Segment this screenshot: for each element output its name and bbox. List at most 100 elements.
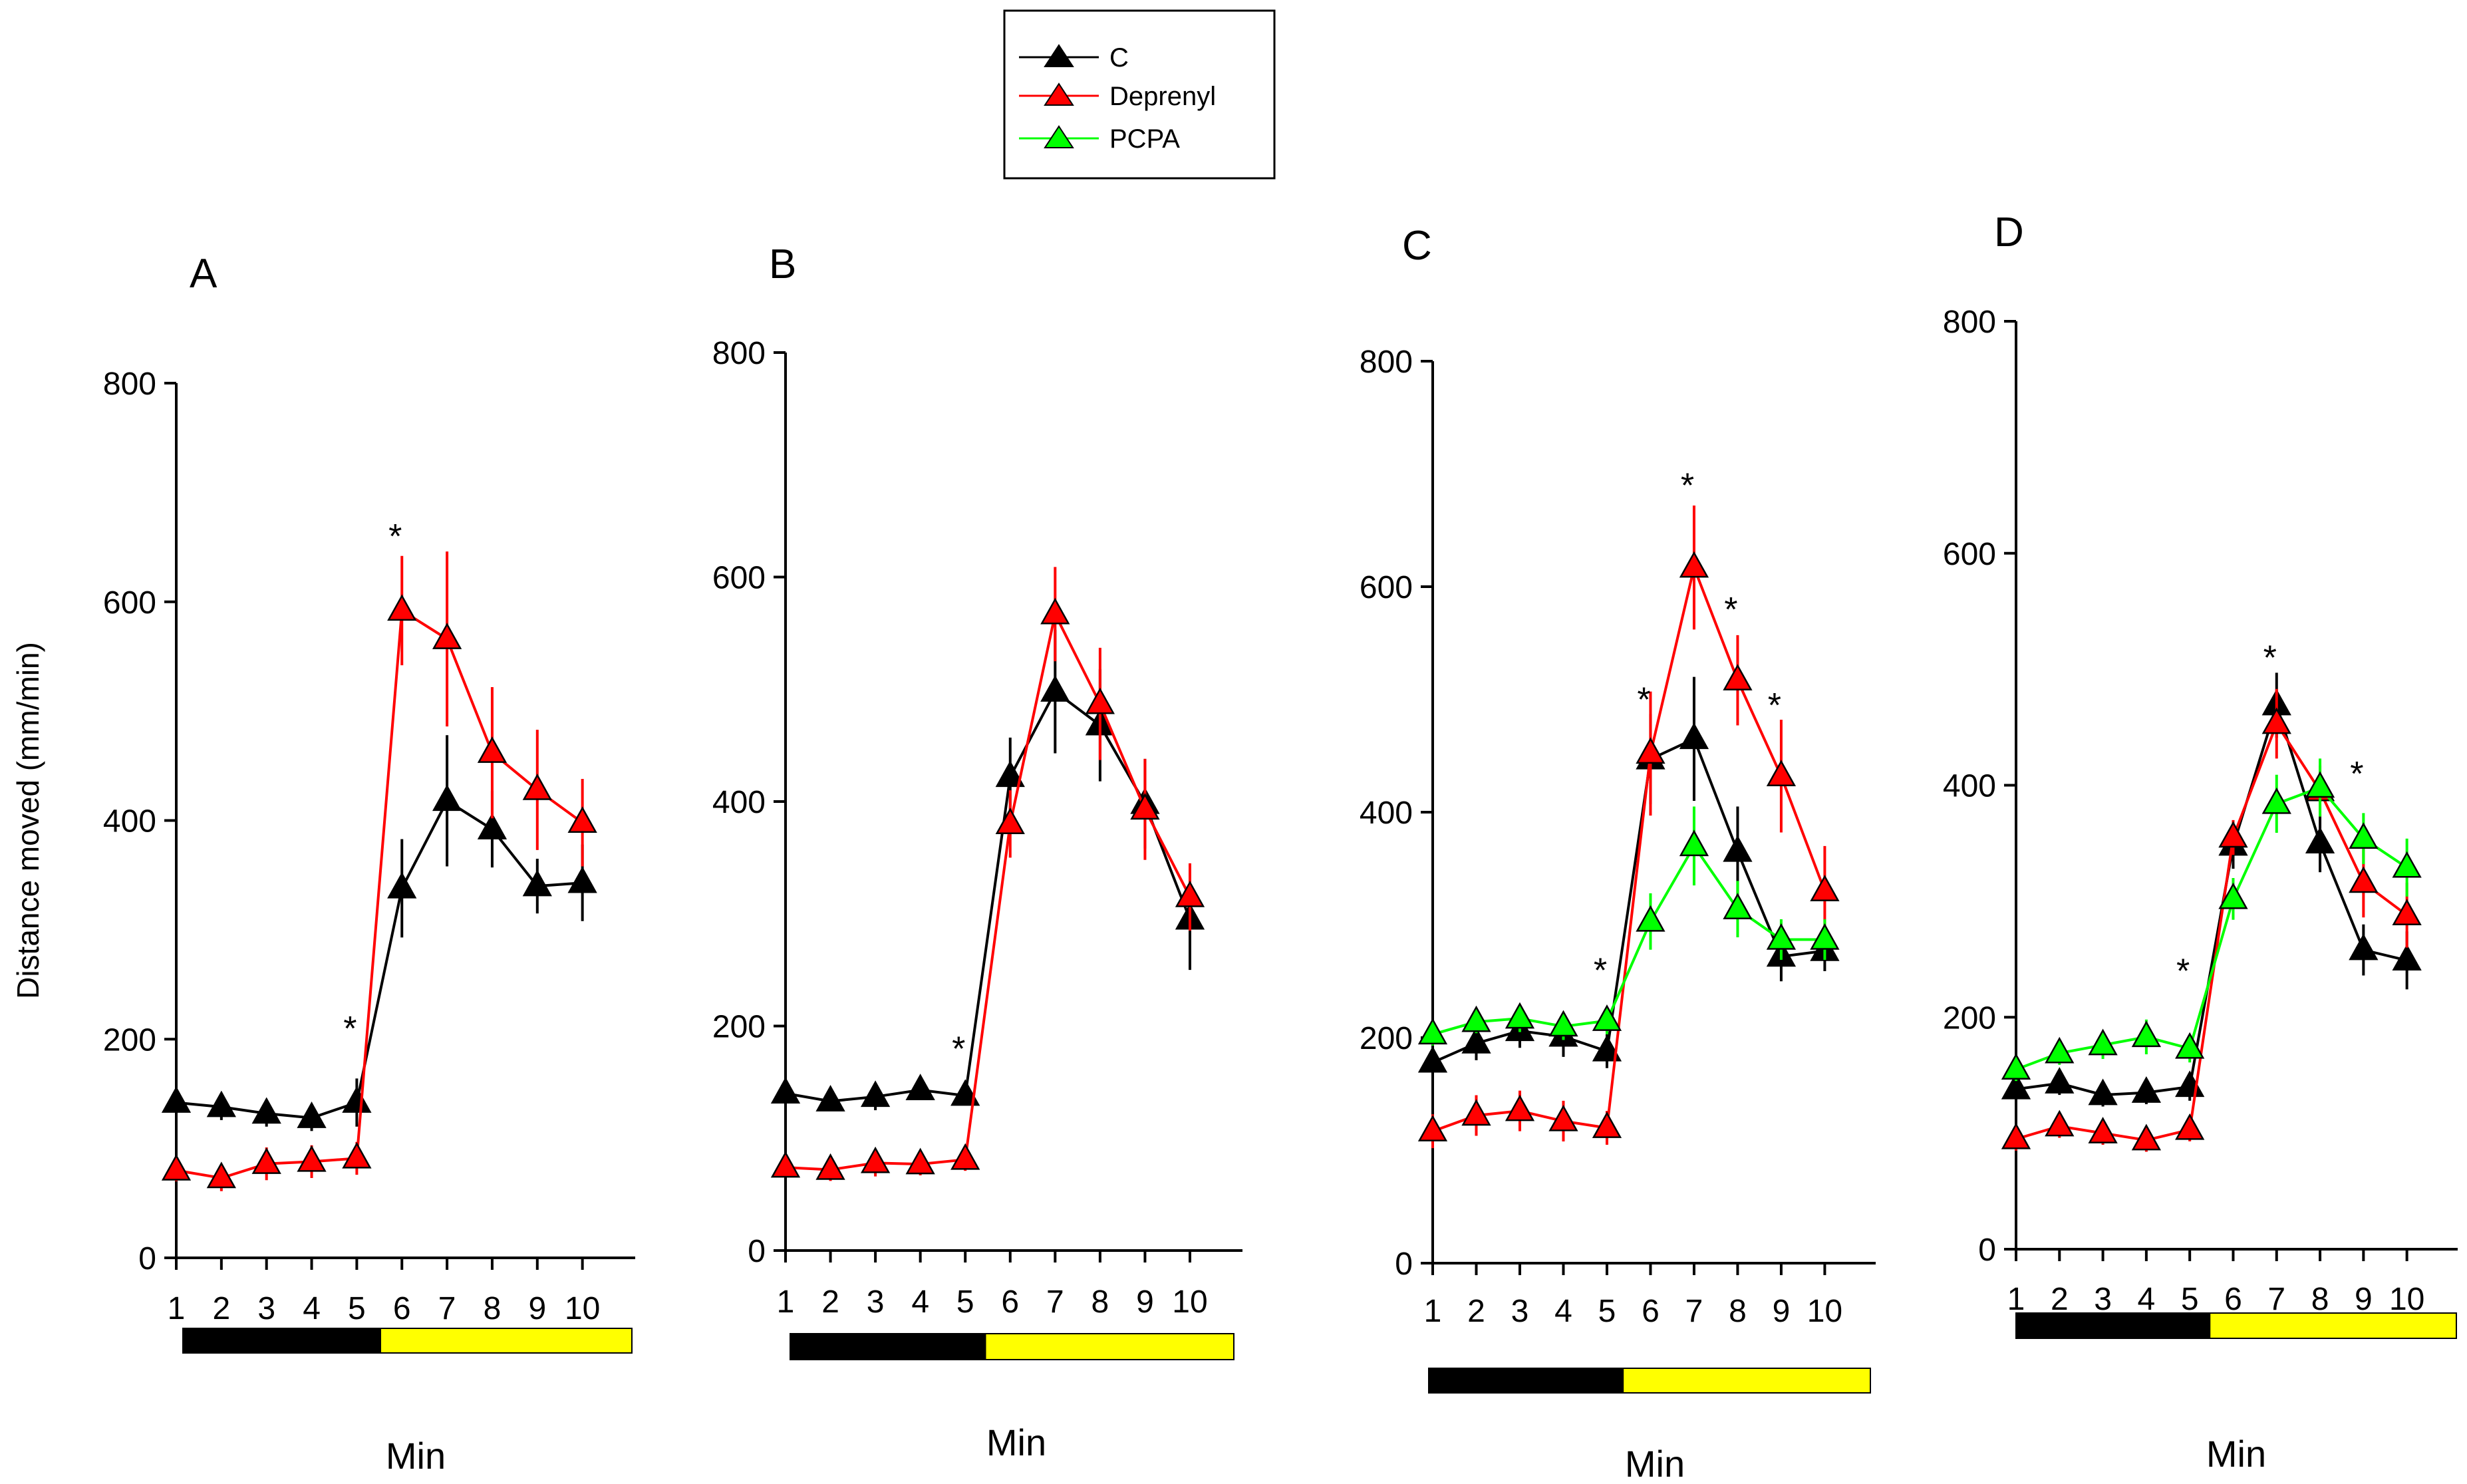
data-point-b-deprenyl-10 <box>1175 880 1205 907</box>
light-phase-bar-c <box>1622 1368 1871 1394</box>
series-line-b-c <box>785 689 1191 1103</box>
x-tick-label-a-1: 1 <box>168 1291 186 1326</box>
x-tick-label-c-6: 6 <box>1642 1294 1660 1329</box>
data-point-c-pcpa-1 <box>1417 1018 1448 1045</box>
significance-star-d-7: * <box>2263 639 2277 678</box>
x-tick-label-d-10: 10 <box>2389 1282 2424 1317</box>
y-tick-label-d-600: 600 <box>1943 537 1996 572</box>
data-point-c-deprenyl-3 <box>1505 1094 1535 1121</box>
data-point-b-deprenyl-1 <box>770 1151 801 1178</box>
series-line-a-c <box>176 799 583 1119</box>
panel-letter-d: D <box>1994 210 2024 255</box>
data-point-c-deprenyl-8 <box>1723 664 1753 690</box>
data-point-c-c-8 <box>1723 835 1753 862</box>
x-tick-label-a-4: 4 <box>303 1291 321 1326</box>
data-point-c-deprenyl-2 <box>1461 1099 1491 1126</box>
data-point-a-c-5 <box>342 1086 372 1113</box>
data-point-c-deprenyl-4 <box>1548 1104 1578 1131</box>
x-tick-label-b-9: 9 <box>1136 1284 1154 1320</box>
data-point-d-deprenyl-10 <box>2392 899 2422 926</box>
data-point-b-c-3 <box>860 1080 891 1108</box>
x-tick-label-b-8: 8 <box>1091 1284 1109 1320</box>
data-point-c-c-2 <box>1461 1026 1491 1054</box>
data-point-a-deprenyl-7 <box>432 623 462 649</box>
light-phase-bar-d <box>2209 1312 2458 1339</box>
data-point-d-pcpa-8 <box>2305 771 2335 798</box>
data-point-b-deprenyl-7 <box>1040 597 1070 625</box>
data-point-d-deprenyl-2 <box>2045 1110 2075 1137</box>
data-point-a-c-1 <box>161 1086 192 1113</box>
series-d-pcpa <box>2001 758 2422 1082</box>
data-point-a-deprenyl-9 <box>522 773 552 800</box>
legend-label-c: C <box>1109 43 1129 73</box>
x-tick-label-d-4: 4 <box>2138 1282 2156 1317</box>
data-point-d-c-4 <box>2131 1076 2162 1103</box>
y-tick-label-c-200: 200 <box>1360 1021 1413 1056</box>
data-point-d-deprenyl-7 <box>2261 707 2291 734</box>
y-tick-label-b-800: 800 <box>712 336 766 371</box>
data-point-d-deprenyl-1 <box>2001 1122 2031 1149</box>
series-line-d-pcpa <box>2015 786 2408 1071</box>
data-point-d-pcpa-2 <box>2045 1036 2075 1064</box>
y-tick-label-c-800: 800 <box>1360 345 1413 380</box>
significance-star-c-6: * <box>1637 681 1650 720</box>
dark-phase-bar-b <box>790 1333 986 1360</box>
legend-label-pcpa: PCPA <box>1109 124 1180 154</box>
significance-star-c-8: * <box>1724 591 1737 629</box>
series-line-d-c <box>2015 700 2408 1097</box>
data-point-d-deprenyl-6 <box>2218 821 2248 848</box>
data-point-c-pcpa-7 <box>1679 829 1709 857</box>
data-point-d-c-1 <box>2001 1072 2031 1100</box>
data-point-b-deprenyl-2 <box>815 1153 845 1180</box>
panel-b: 0 200 400 600 800 1 2 3 4 5 6 7 8 9 10 B Min * <box>712 241 1242 1463</box>
x-tick-label-c-3: 3 <box>1511 1294 1529 1329</box>
x-tick-label-b-4: 4 <box>911 1284 929 1320</box>
data-point-a-c-6 <box>387 871 417 899</box>
series-line-c-pcpa <box>1432 843 1825 1036</box>
x-tick-label-b-3: 3 <box>867 1284 885 1320</box>
data-point-d-c-8 <box>2305 827 2335 853</box>
data-point-a-c-10 <box>567 866 597 893</box>
x-tick-label-d-2: 2 <box>2051 1282 2069 1317</box>
data-point-a-c-7 <box>432 784 462 812</box>
data-point-c-pcpa-5 <box>1592 1004 1622 1031</box>
dark-phase-bar-a <box>182 1328 381 1354</box>
series-line-c-deprenyl <box>1432 563 1826 1133</box>
x-tick-label-c-10: 10 <box>1807 1294 1842 1329</box>
x-tick-label-c-5: 5 <box>1598 1294 1616 1329</box>
data-point-d-pcpa-9 <box>2349 822 2379 849</box>
series-b-deprenyl <box>770 567 1205 1181</box>
significance-star-c-5: * <box>1594 951 1607 990</box>
significance-star-d-5: * <box>2176 953 2190 991</box>
data-point-b-deprenyl-5 <box>950 1143 980 1170</box>
series-d-c <box>2001 672 2422 1107</box>
y-tick-label-b-200: 200 <box>712 1010 766 1045</box>
x-axis-label-a: Min <box>386 1435 446 1477</box>
x-axis-label-b: Min <box>986 1421 1046 1463</box>
legend-marker-c <box>1044 44 1074 67</box>
data-point-a-deprenyl-5 <box>342 1141 372 1169</box>
data-point-c-deprenyl-6 <box>1636 737 1666 764</box>
data-point-d-pcpa-10 <box>2392 851 2422 878</box>
data-point-c-deprenyl-7 <box>1679 551 1709 578</box>
significance-star-d-9: * <box>2350 755 2363 794</box>
data-point-b-deprenyl-4 <box>905 1147 935 1175</box>
y-tick-label-a-600: 600 <box>103 585 156 621</box>
panel-d: 0 200 400 600 800 1 2 3 4 5 6 7 8 9 10 D Min * * * <box>1943 210 2458 1475</box>
data-point-b-deprenyl-9 <box>1130 793 1160 820</box>
data-point-d-deprenyl-3 <box>2088 1117 2118 1143</box>
data-point-a-c-8 <box>477 813 508 839</box>
data-point-a-c-3 <box>251 1097 281 1124</box>
data-point-b-c-2 <box>815 1084 845 1112</box>
legend-marker-pcpa <box>1044 125 1074 148</box>
x-tick-label-a-2: 2 <box>212 1291 230 1326</box>
x-tick-label-b-6: 6 <box>1001 1284 1019 1320</box>
data-point-d-c-10 <box>2392 944 2422 971</box>
legend-box <box>1003 9 1276 180</box>
significance-star-a-5: * <box>343 1010 357 1048</box>
series-line-a-deprenyl <box>176 608 583 1180</box>
data-point-d-pcpa-6 <box>2218 882 2248 909</box>
light-phase-bar-b <box>984 1333 1234 1360</box>
